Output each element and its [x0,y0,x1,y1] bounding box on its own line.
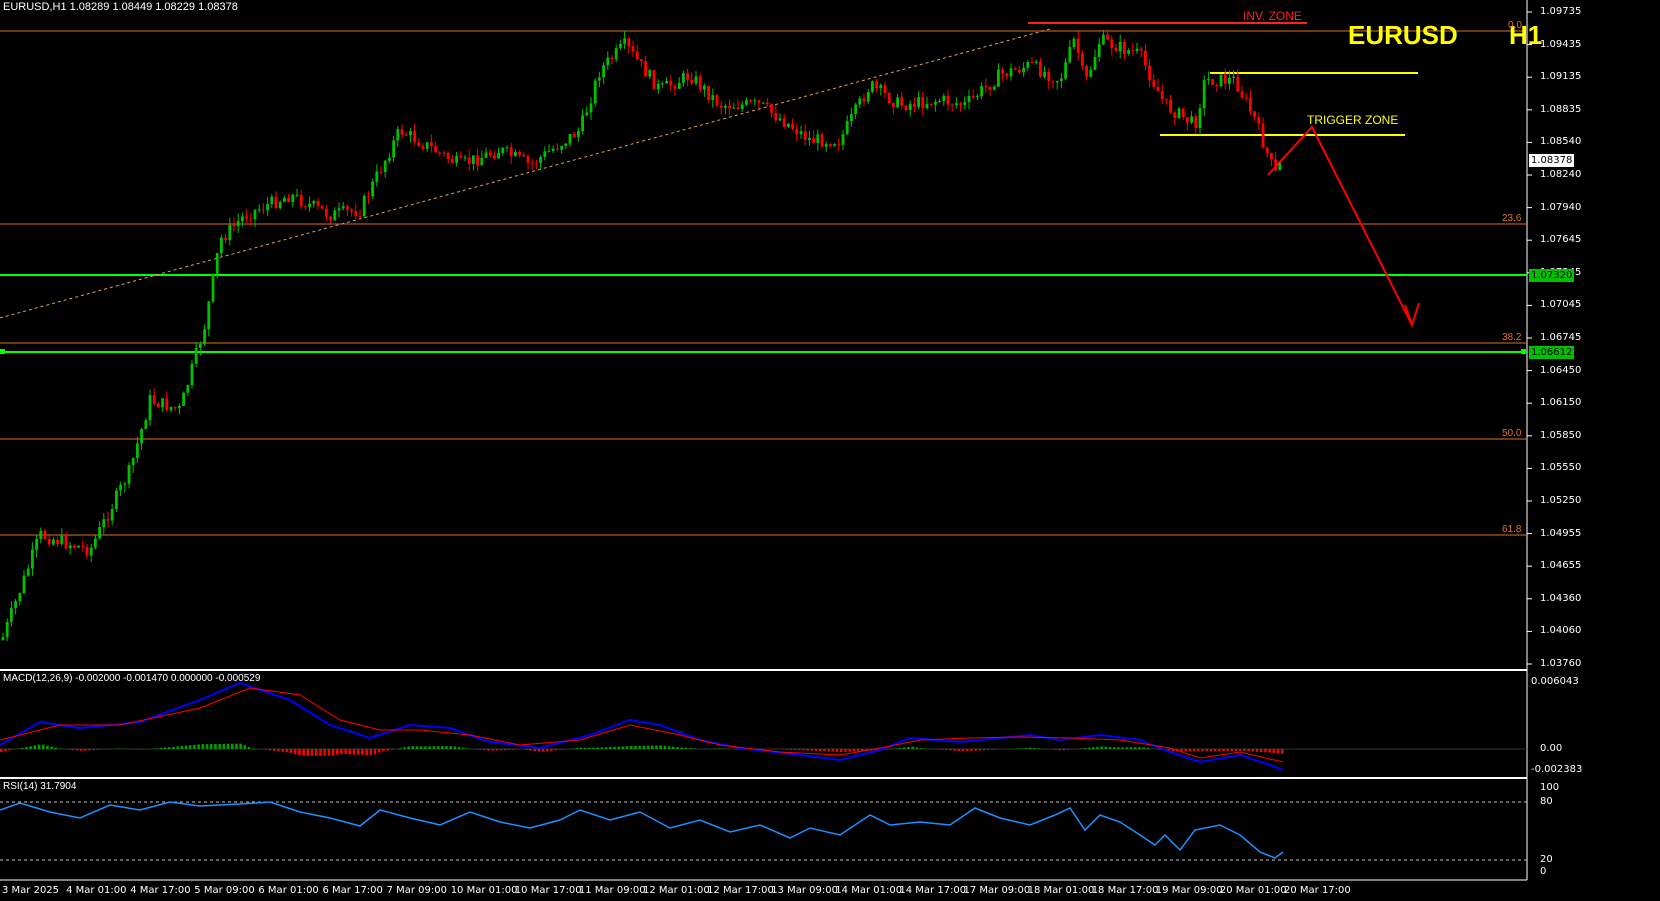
macd-tick-zero: 0.00 [1540,743,1563,754]
time-tick-label: 20 Mar 01:00 [1219,885,1287,896]
rsi-line [0,801,1284,859]
candles-group [1,29,1282,642]
current-price-badge: 1.08378 [1529,154,1575,167]
price-tick-label: 1.07940 [1540,201,1582,213]
macd-histogram [0,743,1284,756]
price-tick-label: 1.03760 [1540,658,1582,669]
time-tick-label: 19 Mar 09:00 [1155,885,1223,896]
macd-label: MACD(12,26,9) -0.002000 -0.001470 0.0000… [3,673,261,684]
time-tick-label: 11 Mar 09:00 [578,885,646,896]
inv-zone-label: INV. ZONE [1243,9,1302,23]
price-tick-label: 1.04955 [1540,527,1582,539]
price-tick-marks [1527,11,1532,665]
big-title-symbol: EURUSD [1348,20,1458,50]
time-tick-label: 20 Mar 17:00 [1284,885,1351,896]
projected-path[interactable] [1267,125,1413,326]
price-tick-label: 1.04060 [1540,625,1582,637]
price-tick-label: 1.07645 [1540,234,1582,246]
time-tick-label: 3 Mar 2025 [2,885,60,896]
macd-signal-line [0,687,1284,763]
rsi-tick-80: 80 [1540,796,1553,807]
price-tick-label: 1.05850 [1540,429,1582,441]
time-tick-label: 6 Mar 01:00 [258,885,319,896]
symbol-info: EURUSD,H1 1.08289 1.08449 1.08229 1.0837… [3,1,238,13]
macd-tick-top: 0.006043 [1531,676,1579,687]
price-tick-label: 1.06450 [1540,364,1582,376]
fib-label-0: 0.0 [1508,20,1522,31]
level-1-badge: 1.07320 [1529,269,1575,282]
level-2-badge: 1.06612 [1529,346,1575,359]
price-tick-label: 1.06150 [1540,397,1582,409]
arrow-head-icon [1404,302,1420,329]
fib-label-61-8: 61.8 [1502,524,1522,535]
time-tick-label: 4 Mar 17:00 [130,885,191,896]
price-tick-label: 1.09135 [1540,71,1582,83]
time-tick-label: 18 Mar 01:00 [1027,885,1095,896]
rsi-tick-20: 20 [1540,854,1553,865]
price-tick-label: 1.07045 [1540,299,1582,311]
time-tick-label: 14 Mar 17:00 [899,885,967,896]
price-tick-label: 1.06745 [1540,332,1582,343]
price-tick-label: 1.08240 [1540,169,1582,180]
time-tick-label: 17 Mar 09:00 [963,885,1031,896]
big-title-timeframe: H1 [1509,20,1543,50]
time-tick-label: 12 Mar 17:00 [707,885,774,896]
price-tick-label: 1.08540 [1540,136,1582,148]
price-tick-label: 1.09735 [1540,6,1582,17]
time-tick-label: 10 Mar 01:00 [450,885,518,896]
macd-main-line [0,681,1284,771]
rsi-label: RSI(14) 31.7904 [3,781,77,792]
time-tick-label: 4 Mar 01:00 [66,885,127,896]
price-tick-label: 1.04360 [1540,592,1582,604]
time-tick-label: 18 Mar 17:00 [1091,885,1159,896]
price-tick-label: 1.09435 [1540,38,1582,50]
fib-label-50: 50.0 [1502,428,1522,439]
price-tick-label: 1.05550 [1540,462,1582,474]
price-tick-label: 1.05250 [1540,495,1582,506]
trigger-zone-label: TRIGGER ZONE [1307,113,1399,127]
time-tick-label: 6 Mar 17:00 [322,885,383,896]
time-tick-label: 10 Mar 17:00 [514,885,582,896]
fib-label-23-6: 23.6 [1502,213,1522,224]
time-tick-label: 5 Mar 09:00 [194,885,255,896]
macd-tick-bottom: -0.002383 [1531,764,1583,775]
rsi-tick-0: 0 [1540,866,1547,877]
fib-label-38-2: 38.2 [1502,332,1522,343]
time-tick-label: 12 Mar 01:00 [643,885,710,896]
dotted-trendline[interactable] [0,28,1051,319]
time-tick-label: 13 Mar 09:00 [771,885,838,896]
level-handle-right[interactable] [1521,349,1526,354]
level-handle-left[interactable] [0,349,5,354]
price-tick-label: 1.04655 [1540,560,1582,572]
price-tick-label: 1.08835 [1540,103,1582,115]
time-tick-label: 14 Mar 01:00 [835,885,903,896]
rsi-tick-100: 100 [1540,782,1560,793]
time-tick-label: 7 Mar 09:00 [386,885,447,896]
